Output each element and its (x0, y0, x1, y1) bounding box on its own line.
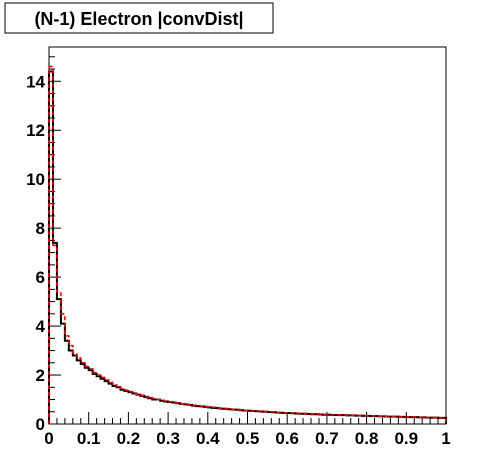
y-tick-label: 14 (26, 72, 45, 91)
y-tick-label: 12 (26, 121, 45, 140)
y-tick-label: 6 (36, 268, 45, 287)
x-tick-label: 0.1 (77, 429, 101, 448)
y-tick-label: 0 (36, 415, 45, 434)
y-tick-labels: 0 2 4 6 8 10 12 14 (26, 72, 45, 434)
x-tick-label: 0.5 (236, 429, 260, 448)
y-tick-label: 4 (36, 317, 46, 336)
title-box: (N-1) Electron |convDist| (4, 2, 274, 34)
y-tick-label: 10 (26, 170, 45, 189)
x-tick-label: 0.9 (394, 429, 418, 448)
y-tick-label: 2 (36, 366, 45, 385)
histogram-series (48, 65, 447, 424)
y-tick-label: 8 (36, 219, 45, 238)
x-tick-label: 0.6 (275, 429, 299, 448)
x-tick-label: 0.3 (156, 429, 180, 448)
x-tick-label: 0 (44, 429, 53, 448)
series-red-histogram (48, 65, 447, 424)
x-tick-label: 0.4 (196, 429, 220, 448)
axis-ticks (48, 56, 447, 425)
x-tick-labels: 0 0.1 0.2 0.3 0.4 0.5 0.6 0.7 0.8 0.9 1 (44, 429, 450, 448)
x-tick-label: 1 (441, 429, 450, 448)
title-frame (4, 2, 274, 34)
x-tick-label: 0.2 (117, 429, 141, 448)
chart-title: (N-1) Electron |convDist| (34, 9, 243, 29)
x-tick-label: 0.7 (315, 429, 339, 448)
x-tick-label: 0.8 (355, 429, 379, 448)
